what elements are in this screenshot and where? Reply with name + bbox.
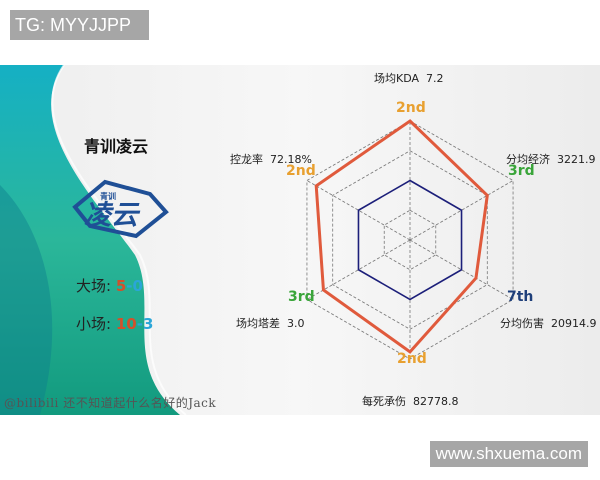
series-losses: 0	[132, 277, 143, 295]
tg-label: TG: MYYJJPP	[10, 10, 149, 40]
game-wins: 10	[115, 315, 137, 333]
team-name: 青训凌云	[84, 137, 149, 156]
slide: 青训凌云 青训 凌云 大场: 5-0 小场: 10-3 @bilibili 还不…	[0, 65, 600, 415]
grid-ring	[332, 150, 488, 330]
axis-label: 分均经济 3221.9	[506, 153, 596, 166]
rank-label: 2nd	[396, 100, 426, 116]
logo-text: 凌云	[84, 200, 141, 231]
site-label: www.shxuema.com	[429, 441, 588, 467]
logo-subtext: 青训	[100, 191, 116, 201]
game-record: 小场: 10-3	[76, 315, 154, 333]
rank-label: 2nd	[397, 351, 427, 367]
axis-label: 每死承伤 82778.8	[362, 395, 459, 408]
watermark: @bilibili 还不知道起什么名好的Jack	[4, 396, 217, 410]
rank-label: 2nd	[286, 163, 316, 179]
rank-label: 3rd	[508, 163, 535, 179]
axis-label: 控龙率 72.18%	[230, 153, 312, 166]
background-wave	[0, 65, 187, 415]
average-series	[357, 179, 463, 301]
rank-label: 3rd	[288, 289, 315, 305]
team-series	[314, 119, 489, 354]
radar-chart	[306, 119, 514, 360]
series-wins: 5	[115, 277, 127, 295]
axis-label: 场均KDA 7.2	[374, 72, 444, 85]
axis-label: 场均塔差 3.0	[236, 317, 305, 330]
game-losses: 3	[142, 315, 154, 333]
series-record: 大场: 5-0	[76, 277, 143, 295]
team-logo: 青训 凌云	[72, 179, 169, 239]
axis-label: 分均伤害 20914.9	[500, 317, 597, 330]
rank-label: 7th	[507, 289, 534, 305]
grid-ring	[306, 120, 514, 360]
